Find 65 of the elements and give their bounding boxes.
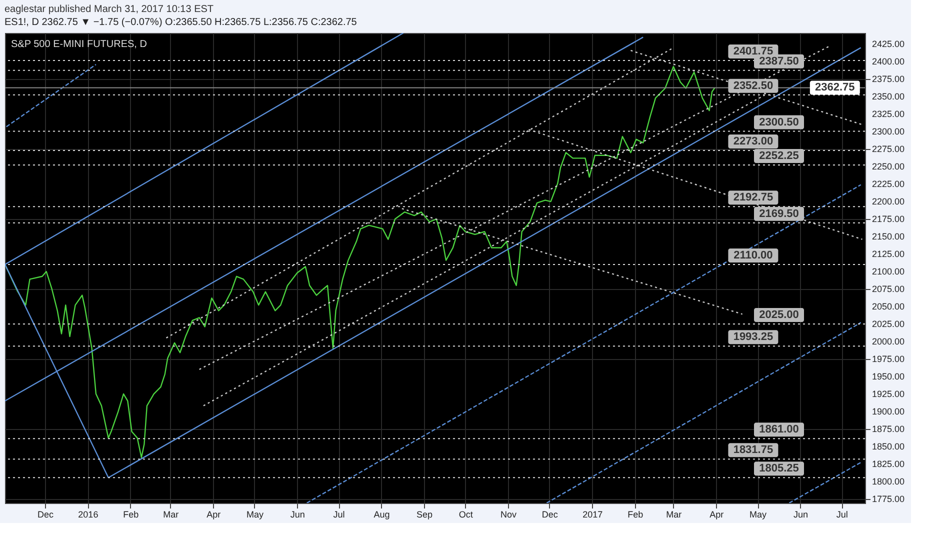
ref-line-label: 1993.25 — [733, 331, 774, 344]
x-tick-label: Jul — [333, 510, 345, 520]
y-tick-label: 2150.00 — [872, 232, 905, 242]
x-tick-label: Apr — [206, 510, 221, 520]
y-tick-label: 1850.00 — [872, 441, 905, 452]
ref-line-label: 2401.75 — [733, 45, 774, 58]
x-tick-label: Mar — [666, 510, 682, 520]
y-tick-label: 1975.00 — [872, 354, 905, 364]
ref-line-label: 2110.00 — [734, 250, 773, 262]
x-tick-label: Dec — [37, 510, 54, 520]
y-tick-label: 2125.00 — [872, 249, 905, 260]
y-tick-label: 1825.00 — [872, 458, 905, 469]
y-tick-label: 2300.00 — [872, 126, 905, 137]
text: S&P 500 E-MINI FUTURES, D — [11, 39, 147, 50]
y-tick-label: 2175.00 — [872, 214, 905, 224]
y-tick-label: 2100.00 — [872, 266, 905, 276]
ref-line-label: 2300.50 — [759, 116, 799, 128]
y-tick-label: 2000.00 — [872, 336, 905, 346]
x-tick-label: Feb — [123, 510, 139, 520]
y-tick-label: 1875.00 — [872, 424, 905, 434]
y-tick-label: 2225.00 — [872, 179, 905, 190]
ref-line-label: 2252.25 — [759, 150, 799, 162]
x-tick-label: 2016 — [78, 510, 98, 520]
ref-line-label: 2362.75 — [815, 82, 855, 94]
x-tick-label: Feb — [628, 510, 644, 520]
ref-line-label: 2169.50 — [759, 208, 799, 220]
ref-line-label: 1861.00 — [759, 424, 799, 436]
ref-line-label: 2273.00 — [733, 136, 774, 148]
y-tick-label: 2050.00 — [872, 301, 905, 312]
y-tick-label: 2200.00 — [872, 196, 905, 207]
y-tick-label: 1800.00 — [872, 476, 905, 486]
y-tick-label: 1900.00 — [872, 406, 905, 416]
x-tick-label: Sep — [416, 510, 432, 520]
y-tick-label: 2250.00 — [872, 162, 905, 172]
y-tick-label: 1775.00 — [872, 494, 905, 504]
y-tick-label: 2325.00 — [872, 109, 905, 120]
x-tick-label: Nov — [500, 510, 518, 520]
x-tick-label: Jun — [793, 510, 808, 520]
x-tick-label: Jun — [290, 510, 305, 520]
y-tick-label: 1925.00 — [872, 388, 905, 399]
ref-line-label: 2192.75 — [733, 192, 774, 204]
x-tick-label: Jul — [836, 510, 848, 520]
ref-line-label: 2387.50 — [759, 55, 799, 68]
text: ES1!, D 2362.75 ▼ −1.75 (−0.07%) O:2365.50 H:2365.75 L:2356.75 C:2362.75 — [4, 17, 358, 28]
y-tick-label: 2425.00 — [872, 39, 905, 50]
y-tick-label: 2400.00 — [872, 56, 905, 67]
y-tick-label: 2075.00 — [872, 284, 905, 294]
y-tick-label: 2375.00 — [872, 74, 905, 84]
x-tick-label: Apr — [710, 510, 724, 520]
y-tick-label: 2350.00 — [872, 92, 905, 102]
x-tick-label: Aug — [374, 510, 390, 520]
x-tick-label: Oct — [458, 510, 474, 520]
x-tick-label: May — [749, 510, 767, 520]
ref-line-label: 1805.25 — [759, 462, 799, 475]
x-tick-label: Dec — [542, 510, 558, 520]
y-tick-label: 2275.00 — [872, 144, 905, 154]
y-tick-label: 2025.00 — [872, 318, 905, 329]
ref-line-label: 2025.00 — [759, 308, 799, 321]
x-tick-label: 2017 — [582, 510, 603, 520]
x-tick-label: May — [246, 510, 264, 520]
text: eaglestar published March 31, 2017 10:13 EST — [4, 4, 214, 15]
y-tick-label: 1950.00 — [872, 371, 905, 382]
ref-line-label: 1831.75 — [733, 444, 774, 456]
ref-line-label: 2352.50 — [733, 80, 774, 92]
x-tick-label: Mar — [163, 510, 179, 520]
